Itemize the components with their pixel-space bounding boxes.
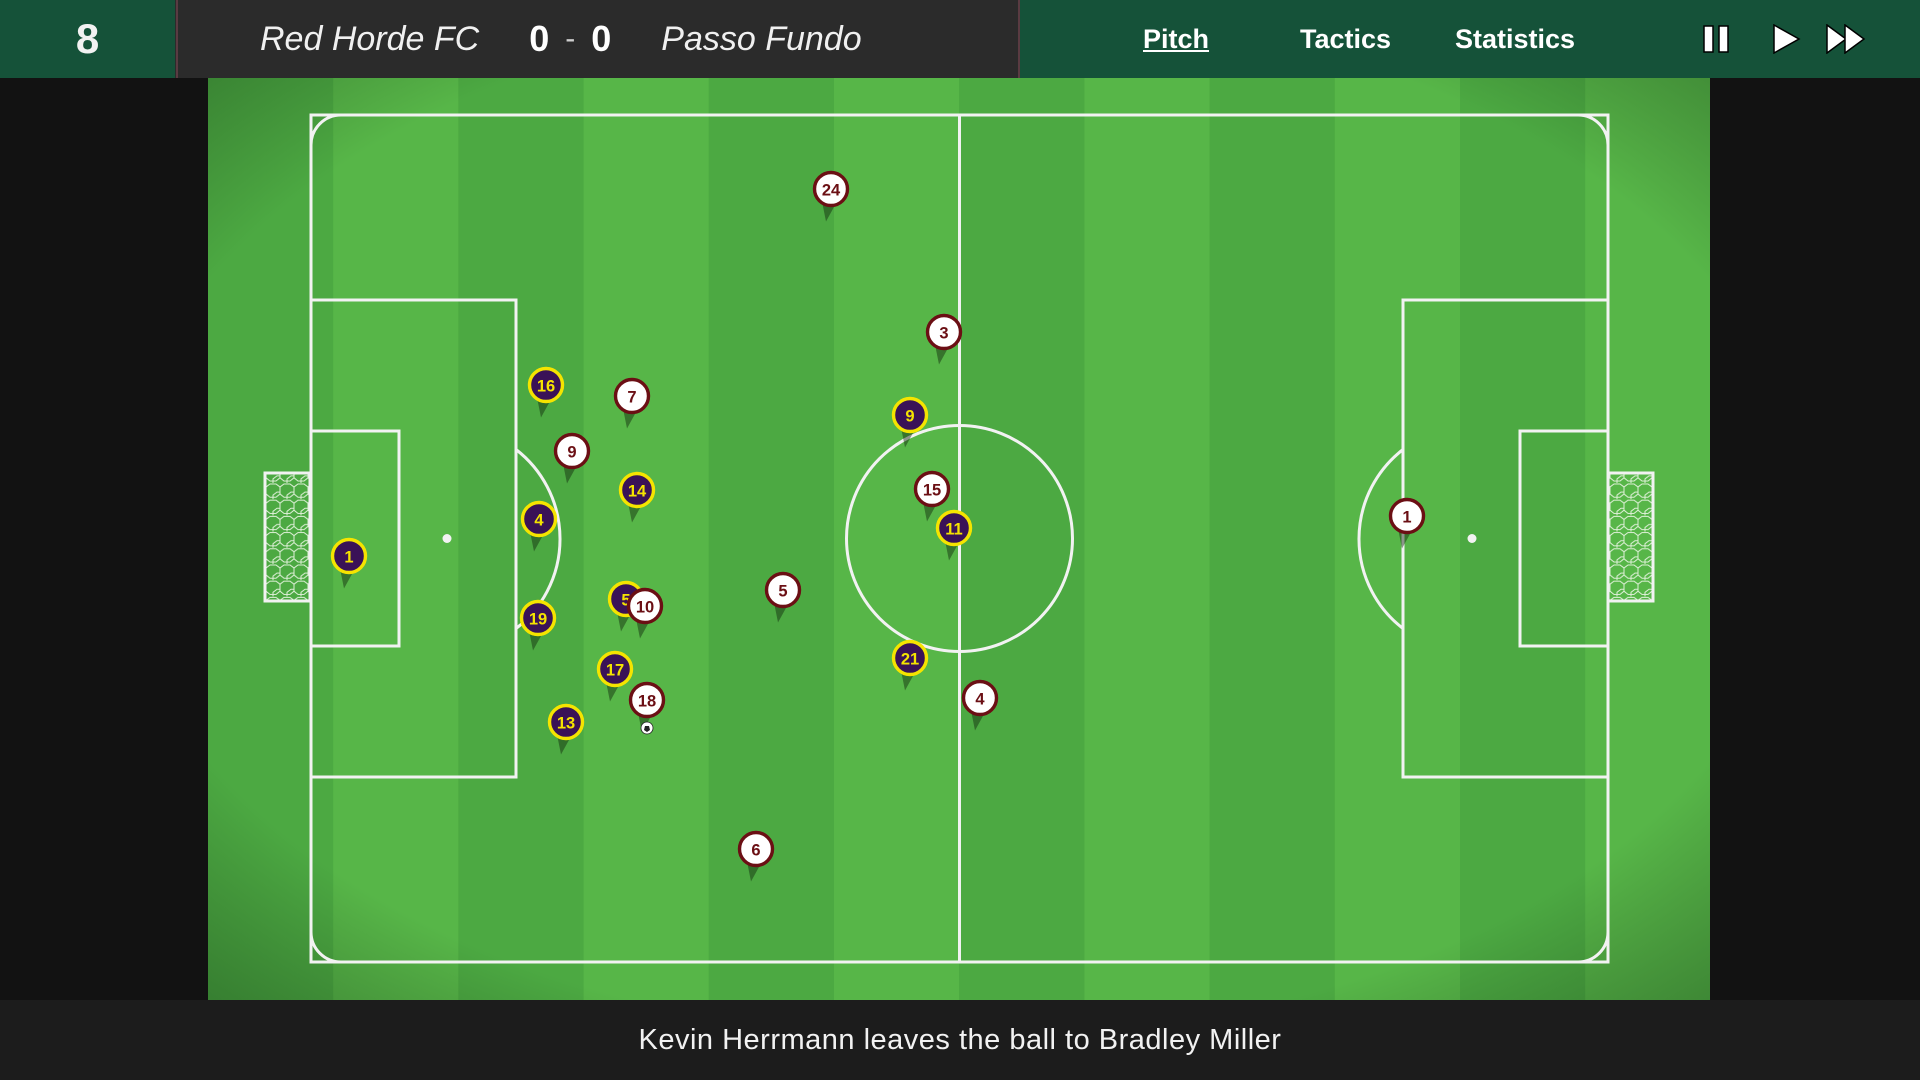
svg-text:1: 1 (344, 549, 353, 567)
svg-text:9: 9 (567, 444, 576, 462)
svg-text:14: 14 (628, 483, 647, 501)
svg-text:5: 5 (778, 583, 787, 601)
svg-text:13: 13 (557, 715, 575, 733)
svg-text:18: 18 (638, 693, 656, 711)
svg-text:21: 21 (901, 651, 919, 669)
svg-text:3: 3 (939, 325, 948, 343)
svg-text:16: 16 (537, 378, 555, 396)
svg-text:24: 24 (822, 182, 841, 200)
svg-text:10: 10 (636, 599, 654, 617)
svg-text:17: 17 (606, 662, 624, 680)
svg-text:1: 1 (1402, 509, 1411, 527)
svg-text:7: 7 (627, 389, 636, 407)
svg-text:4: 4 (534, 512, 544, 530)
svg-text:6: 6 (751, 842, 760, 860)
svg-text:19: 19 (529, 611, 547, 629)
svg-text:4: 4 (975, 691, 985, 709)
svg-text:9: 9 (905, 408, 914, 426)
svg-text:15: 15 (923, 482, 941, 500)
svg-text:11: 11 (945, 521, 962, 539)
